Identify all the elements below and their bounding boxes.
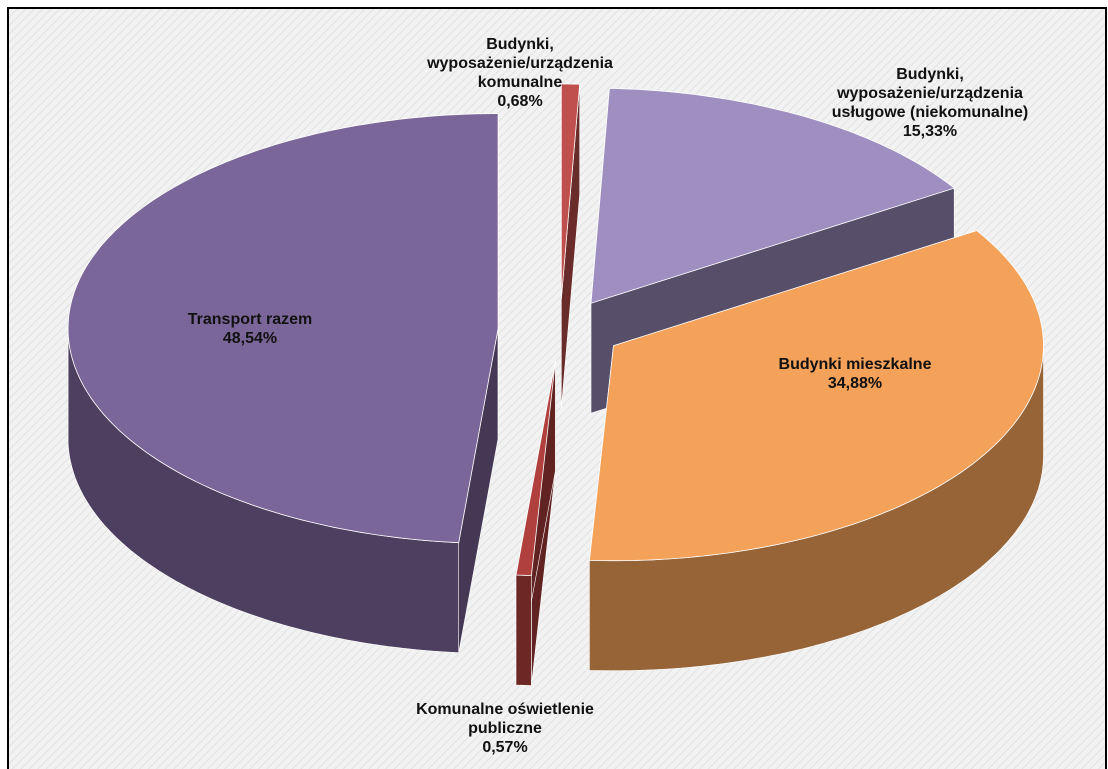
pie-slice — [590, 87, 956, 304]
pie-slice — [588, 230, 1044, 562]
slice-value: 15,33% — [902, 123, 958, 140]
slice-category: Budynki mieszkalne — [778, 356, 932, 373]
slice-label: Komunalne oświetlenie publiczne 0,57% — [380, 700, 630, 757]
slice-outer-wall — [515, 574, 532, 686]
slice-label: Budynki, wyposażenie/urządzenia usługowe… — [805, 65, 1055, 141]
pie-slice — [515, 360, 556, 577]
slice-label: Budynki, wyposażenie/urządzenia komunaln… — [405, 35, 635, 111]
slice-category: Budynki, wyposażenie/urządzenia komunaln… — [427, 36, 613, 91]
slice-value: 48,54% — [222, 330, 278, 347]
pie-slice — [560, 83, 581, 300]
slice-category: Budynki, wyposażenie/urządzenia usługowe… — [831, 66, 1029, 121]
slice-label: Budynki mieszkalne 34,88% — [745, 355, 965, 393]
slice-value: 0,68% — [497, 93, 543, 110]
slice-value: 0,57% — [482, 739, 528, 756]
slice-category: Komunalne oświetlenie publiczne — [416, 701, 594, 737]
slice-label: Transport razem 48,54% — [150, 310, 350, 348]
slice-value: 34,88% — [827, 375, 883, 392]
slice-category: Transport razem — [187, 311, 313, 328]
pie-slice — [67, 113, 499, 544]
